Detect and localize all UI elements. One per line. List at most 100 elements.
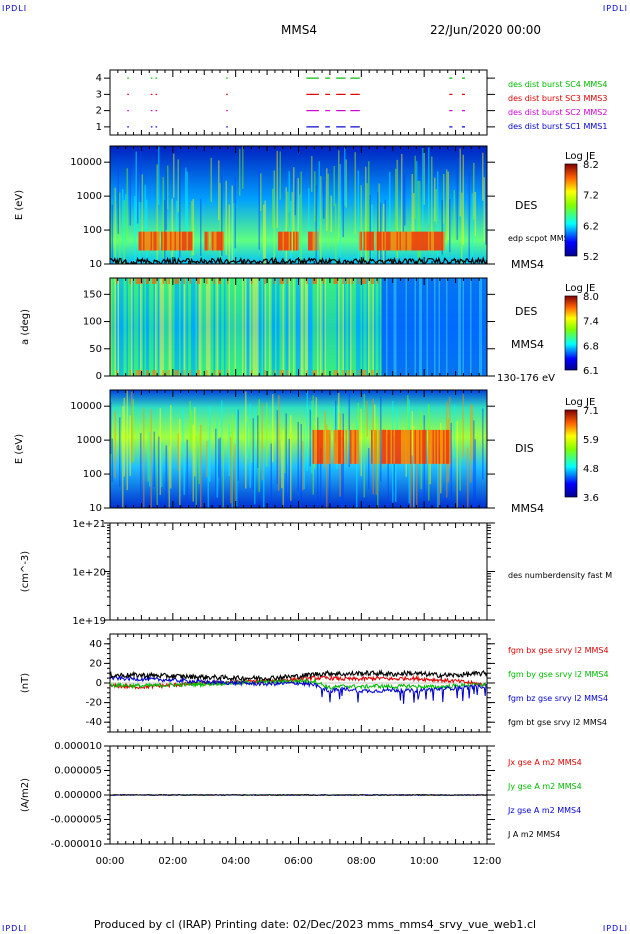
des-colorbar-tick: 7.2 — [583, 191, 599, 202]
pitch-edge-hot — [174, 370, 176, 376]
pitch-tick-label: 50 — [89, 344, 102, 355]
spectrogram-intense — [165, 231, 168, 251]
spectrogram-stripe — [389, 171, 391, 234]
pitch-stripe — [126, 278, 128, 376]
spectrogram-stripe — [443, 174, 445, 224]
pitch-stripe — [212, 278, 214, 376]
spectrogram-intense — [401, 429, 403, 464]
pitch-stripe — [404, 278, 406, 376]
pitch-stripe — [288, 278, 290, 376]
pitch-colorbar-title: Log JE — [565, 283, 595, 294]
spectrogram-intense — [449, 429, 451, 464]
pitch-stripe — [347, 278, 349, 376]
pitch-stripe — [428, 278, 430, 376]
dis-energy-tick-label: 1000 — [77, 435, 102, 446]
spectrogram-intense — [417, 429, 420, 464]
spectrogram-intense — [173, 231, 175, 251]
pitch-stripe — [207, 278, 209, 376]
spectrogram-stripe — [302, 441, 304, 491]
pitch-edge-hot — [314, 370, 316, 376]
spectrogram-intense — [351, 429, 354, 464]
pitch-edge-hot — [162, 370, 164, 376]
spectrogram-stripe — [110, 401, 112, 454]
pitch-stripe — [135, 278, 137, 376]
time-axis-label: 12:00 — [473, 856, 502, 867]
spectrogram-intense — [396, 231, 399, 251]
spectrogram-stripe — [183, 442, 185, 495]
pitch-stripe — [284, 278, 286, 376]
spectrogram-intense — [146, 231, 148, 251]
pitch-stripe — [455, 278, 457, 376]
spectrogram-stripe — [153, 431, 155, 488]
spectrogram-intense — [389, 231, 391, 251]
header-spacecraft: MMS4 — [281, 23, 317, 37]
pitch-stripe — [306, 278, 308, 376]
current-series-trace — [109, 793, 488, 797]
spectrogram-stripe — [374, 404, 376, 448]
burst-level-label: 2 — [96, 106, 102, 117]
pitch-stripe — [233, 278, 235, 376]
spectrogram-intense — [393, 429, 396, 464]
pitch-stripe — [185, 278, 187, 376]
spectrogram-stripe — [473, 162, 475, 220]
spectrogram-stripe — [462, 394, 464, 458]
pitch-stripe — [236, 278, 238, 376]
spectrogram-stripe — [339, 164, 341, 256]
spectrogram-intense — [150, 231, 153, 251]
spectrogram-intense — [353, 429, 355, 464]
spectrogram-stripe — [143, 407, 145, 508]
pitch-stripe — [201, 278, 203, 376]
spectrogram-intense — [312, 231, 315, 251]
spectrogram-intense — [381, 231, 384, 251]
spectrogram-intense — [140, 231, 142, 251]
bfield-tick-label: -40 — [86, 717, 102, 728]
scpot-trace — [110, 256, 487, 264]
spectrogram-stripe — [234, 444, 236, 508]
spectrogram-stripe — [309, 409, 311, 467]
pitch-stripe — [353, 278, 355, 376]
pitch-stripe — [405, 278, 407, 376]
pitch-stripe — [273, 278, 275, 376]
pitch-stripe — [465, 278, 467, 376]
dis-spacecraft-label: MMS4 — [511, 502, 544, 515]
spectrogram-intense — [435, 231, 438, 251]
spectrogram-intense — [167, 231, 169, 251]
spectrogram-stripe — [114, 187, 116, 264]
pitch-edge-hot — [273, 370, 275, 376]
spectrogram-intense — [341, 429, 343, 464]
spectrogram-stripe — [311, 400, 313, 474]
time-axis-label: 08:00 — [347, 856, 376, 867]
spectrogram-stripe — [438, 447, 440, 508]
spectrogram-stripe — [360, 408, 362, 477]
pitch-stripe — [441, 278, 443, 376]
spectrogram-intense — [392, 231, 394, 251]
spectrogram-intense — [378, 231, 381, 251]
time-axis-label: 10:00 — [410, 856, 439, 867]
spectrogram-intense — [408, 231, 411, 251]
bfield-series-trace — [109, 668, 488, 682]
pitch-stripe — [138, 278, 140, 376]
spectrogram-stripe — [246, 422, 248, 459]
spectrogram-stripes — [110, 390, 487, 508]
spectrogram-intense — [425, 231, 427, 251]
spectrogram-stripe — [281, 440, 283, 489]
pitch-stripe — [165, 278, 167, 376]
pitch-stripe — [291, 278, 293, 376]
pitch-des-label: DES — [515, 305, 537, 318]
pitch-stripe — [161, 278, 163, 376]
spectrogram-stripe — [378, 183, 380, 264]
spectrogram-stripe — [413, 426, 415, 508]
pitch-edge-hot — [135, 370, 137, 376]
spectrogram-intense — [405, 231, 408, 251]
current-legend-entry: J A m2 MMS4 — [507, 830, 560, 839]
spectrogram-stripe — [326, 424, 328, 508]
pitch-stripe — [219, 278, 221, 376]
pitch-stripe — [375, 278, 377, 376]
spectrogram-stripe — [372, 398, 374, 495]
des-label: DES — [515, 199, 537, 212]
dis-energy-tick-label: 10 — [89, 503, 102, 514]
current-legend-entry: Jx gse A m2 MMS4 — [507, 758, 582, 767]
spectrogram-intense — [402, 429, 405, 464]
spectrogram-intense — [431, 429, 433, 464]
pitch-stripe — [176, 278, 178, 376]
